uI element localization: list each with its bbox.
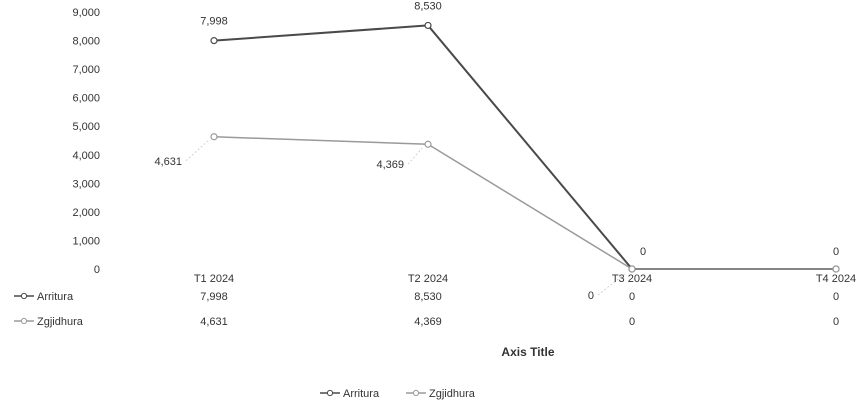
table-legend-marker	[20, 317, 28, 325]
table-cell: 0	[629, 316, 635, 328]
legend-key-marker	[326, 389, 334, 397]
data-point-marker	[628, 265, 636, 273]
data-label-leader	[597, 272, 627, 296]
data-point-marker	[424, 140, 432, 148]
x-tick-label: T3 2024	[612, 273, 652, 285]
table-cell: 7,998	[200, 291, 228, 303]
table-cell: 0	[833, 291, 839, 303]
table-series-name: Arritura	[37, 291, 74, 303]
legend-entry-label: Arritura	[343, 388, 380, 400]
data-label: 0	[588, 290, 594, 302]
table-cell: 4,369	[414, 316, 442, 328]
legend: Arritura Zgjidhura	[320, 388, 476, 400]
series-lines	[213, 24, 836, 270]
x-tick-label: T2 2024	[408, 273, 448, 285]
x-axis-title: Axis Title	[501, 345, 554, 359]
y-tick-label: 3,000	[72, 178, 100, 190]
y-axis-ticks: 0 1,000 2,000 3,000 4,000 5,000 6,000 7,000 8,00…	[72, 7, 100, 276]
y-tick-label: 1,000	[72, 235, 100, 247]
data-label: 0	[833, 246, 839, 258]
data-point-marker	[210, 133, 218, 141]
data-label: 4,631	[154, 156, 182, 168]
series-line-arritura	[213, 24, 836, 270]
x-axis-ticks: T1 2024 T2 2024 T3 2024 T4 2024	[194, 273, 856, 285]
table-cell: 0	[833, 316, 839, 328]
y-tick-label: 2,000	[72, 207, 100, 219]
table-series-name: Zgjidhura	[37, 316, 84, 328]
data-label-leader	[185, 140, 209, 162]
table-cell: 8,530	[414, 291, 442, 303]
data-point-marker	[424, 21, 432, 30]
table-cell: 0	[629, 291, 635, 303]
data-table: Arritura 7,998 8,530 0 0 Zgjidhura 4,631 4,369 0…	[14, 291, 839, 328]
legend-entry-label: Zgjidhura	[429, 388, 476, 400]
y-tick-label: 9,000	[72, 7, 100, 19]
table-cell: 4,631	[200, 316, 228, 328]
series-markers	[210, 21, 840, 273]
legend-key-marker	[412, 389, 420, 397]
x-tick-label: T1 2024	[194, 273, 234, 285]
data-label: 0	[640, 246, 646, 258]
y-tick-label: 7,000	[72, 64, 100, 76]
data-label: 7,998	[200, 16, 228, 28]
y-tick-label: 0	[94, 264, 100, 276]
y-tick-label: 5,000	[72, 121, 100, 133]
data-label: 4,369	[376, 159, 404, 171]
y-tick-label: 6,000	[72, 93, 100, 105]
data-labels: 7,998 8,530 0 0 4,631 4,369 0	[154, 0, 839, 302]
series-line-zgjidhura	[213, 136, 836, 270]
data-point-marker	[832, 265, 840, 273]
data-label: 8,530	[414, 0, 442, 12]
data-label-leader	[407, 147, 423, 165]
y-tick-label: 4,000	[72, 150, 100, 162]
data-point-marker	[210, 37, 218, 45]
table-legend-marker	[20, 292, 28, 300]
y-tick-label: 8,000	[72, 36, 100, 48]
x-tick-label: T4 2024	[816, 273, 856, 285]
